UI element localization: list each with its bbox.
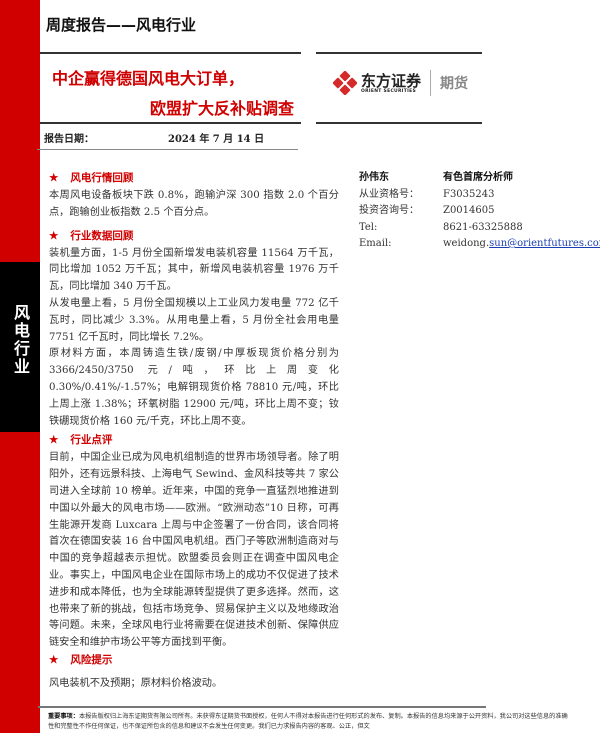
orient-logo-icon bbox=[333, 71, 357, 95]
logo-name: 东方证券 bbox=[361, 71, 422, 90]
logo-division: 期货 bbox=[440, 76, 469, 92]
paragraph: 风电装机不及预期；原材料价格波动。 bbox=[49, 677, 223, 689]
star-icon: ★ bbox=[49, 172, 59, 184]
email-prefix: weidong. bbox=[443, 238, 490, 249]
analyst-label: Tel: bbox=[359, 221, 378, 233]
paragraph: 目前，中国企业已成为风电机组制造的世界市场领导者。除了明阳外，还有远景科技、上海… bbox=[49, 452, 339, 649]
report-title-line2: 欧盟扩大反补贴调查 bbox=[150, 99, 295, 118]
star-icon: ★ bbox=[49, 653, 59, 666]
analyst-value: 8621-63325888 bbox=[443, 221, 523, 233]
sidebar-label: 风电行业 bbox=[0, 290, 40, 390]
footer-divider bbox=[38, 706, 486, 708]
section-risk: ★ 风险提示 风电装机不及预期；原材料价格波动。 bbox=[49, 652, 339, 693]
analyst-name: 孙伟东 bbox=[359, 172, 389, 183]
logo-name-en: ORIENT SECURITIES bbox=[361, 88, 417, 94]
report-type-header: 周度报告——风电行业 bbox=[46, 16, 197, 34]
analyst-value: F3035243 bbox=[443, 188, 495, 200]
section-title: 行业数据回顾 bbox=[70, 229, 134, 242]
divider bbox=[40, 122, 301, 124]
email-link[interactable]: weidong.sun@orientfutures.com bbox=[443, 236, 600, 253]
analyst-label: 从业资格号： bbox=[359, 188, 419, 200]
email-label: Email: bbox=[359, 238, 392, 249]
section-title: 行业点评 bbox=[70, 434, 113, 447]
section-data-review: ★ 行业数据回顾 装机量方面，1-5 月份全国新增发电装机容量 11564 万千瓦… bbox=[49, 228, 339, 431]
star-icon: ★ bbox=[49, 434, 59, 447]
section-title: 风险提示 bbox=[70, 653, 113, 666]
divider bbox=[316, 122, 482, 124]
paragraph: 本周风电设备板块下跌 0.8%，跑输沪深 300 指数 2.0 个百分点，跑输创… bbox=[49, 190, 339, 218]
section-title: 风电行情回顾 bbox=[70, 172, 134, 184]
section-commentary: ★ 行业点评 目前，中国企业已成为风电机组制造的世界市场领导者。除了明阳外，还有远… bbox=[49, 432, 339, 652]
sidebar-section-band bbox=[0, 262, 40, 432]
date-label: 报告日期： bbox=[44, 134, 94, 145]
analyst-position: 有色首席分析师 bbox=[443, 172, 513, 183]
email-link-text[interactable]: sun@orientfutures.com bbox=[489, 238, 600, 249]
analyst-value: Z0014605 bbox=[443, 205, 495, 216]
date-value: 2024 年 7 月 14 日 bbox=[168, 134, 265, 145]
paragraph: 从发电量上看，5 月份全国规模以上工业风力发电量 772 亿千瓦时，同比减少 3… bbox=[49, 297, 339, 343]
report-title-line1: 中企赢得德国风电大订单， bbox=[52, 69, 245, 88]
disclaimer: 重要事项：本报告版权归上海东证期货有限公司所有。未获得东证期货书面授权，任何人不… bbox=[48, 712, 568, 732]
sidebar-label-text: 风电行业 bbox=[11, 304, 30, 376]
divider bbox=[316, 52, 482, 54]
analyst-label: 投资咨询号： bbox=[359, 205, 419, 216]
logo-separator bbox=[430, 70, 432, 96]
star-icon: ★ bbox=[49, 229, 59, 242]
divider bbox=[40, 52, 301, 54]
analyst-info: 孙伟东 有色首席分析师 从业资格号： F3035243 投资咨询号： Z0014605… bbox=[359, 170, 600, 253]
company-logo: 东方证券 ORIENT SECURITIES 期货 bbox=[333, 70, 468, 96]
paragraph: 装机量方面，1-5 月份全国新增发电装机容量 11564 万千瓦，同比增加 10… bbox=[49, 247, 339, 293]
disclaimer-label: 重要事项： bbox=[48, 713, 79, 720]
paragraph: 原材料方面，本周铸造生铁/废钢/中厚板现货价格分别为 3366/2450/375… bbox=[49, 348, 339, 427]
section-market-review: ★ 风电行情回顾 本周风电设备板块下跌 0.8%，跑输沪深 300 指数 2.0 … bbox=[49, 170, 339, 222]
divider bbox=[37, 149, 298, 150]
report-body: ★ 风电行情回顾 本周风电设备板块下跌 0.8%，跑输沪深 300 指数 2.0 … bbox=[49, 170, 339, 693]
disclaimer-text: 本报告版权归上海东证期货有限公司所有。未获得东证期货书面授权，任何人不得对本报告… bbox=[48, 713, 568, 730]
